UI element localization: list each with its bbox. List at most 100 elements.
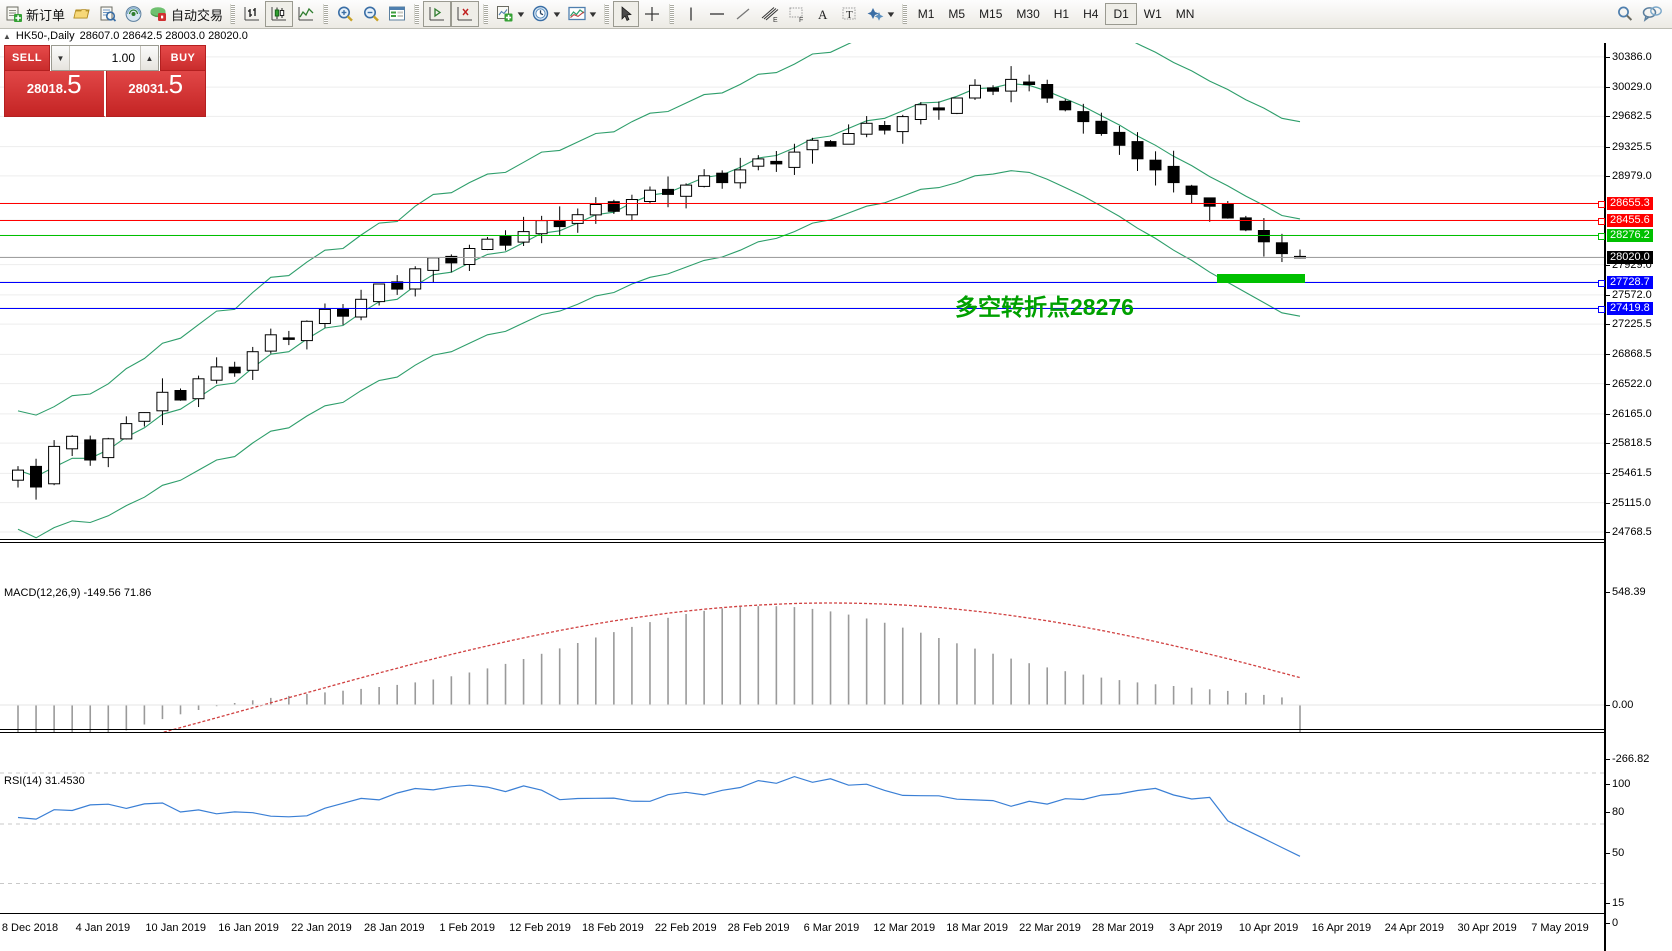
collapse-triangle-icon[interactable]: ▲ bbox=[3, 31, 11, 41]
svg-text:A: A bbox=[818, 7, 828, 22]
price-chart-canvas[interactable] bbox=[0, 43, 1604, 542]
new-order-label: 新订单 bbox=[26, 7, 66, 23]
folder-icon-button[interactable] bbox=[68, 1, 94, 27]
price-axis[interactable]: 30386.0 30029.0 29682.5 29325.5 28979.0 28655… bbox=[1604, 43, 1672, 951]
add-indicator-icon bbox=[497, 6, 513, 22]
rsi-pane[interactable] bbox=[0, 735, 1604, 913]
level-line-handle[interactable] bbox=[1598, 279, 1605, 287]
level-line-handle[interactable] bbox=[1598, 218, 1605, 226]
volume-stepper[interactable]: ▼ 1.00 ▲ bbox=[51, 45, 159, 71]
level-line-support-5[interactable] bbox=[0, 305, 1605, 313]
price-tick: 26522.0 bbox=[1606, 378, 1652, 390]
trendline-button[interactable] bbox=[730, 1, 756, 27]
bar-chart-button[interactable] bbox=[239, 1, 265, 27]
auto-trading-button[interactable]: 自动交易 bbox=[146, 1, 226, 27]
templates-button[interactable]: ▼ bbox=[564, 1, 600, 27]
date-tick: 30 Apr 2019 bbox=[1457, 922, 1517, 934]
toolbar-separator bbox=[230, 4, 236, 24]
date-tick: 12 Mar 2019 bbox=[873, 922, 936, 934]
sell-button[interactable]: SELL bbox=[4, 45, 50, 71]
price-pane[interactable] bbox=[0, 43, 1604, 542]
svg-text:E: E bbox=[773, 17, 778, 23]
vertical-line-button[interactable] bbox=[678, 1, 704, 27]
shapes-icon bbox=[867, 8, 884, 21]
toolbar-separator-5 bbox=[603, 4, 609, 24]
line-chart-button[interactable] bbox=[293, 1, 319, 27]
level-line-handle[interactable] bbox=[1598, 233, 1605, 241]
chart-shift-button[interactable] bbox=[423, 1, 452, 27]
macd-tick: 548.39 bbox=[1606, 587, 1646, 598]
date-tick: 10 Jan 2019 bbox=[145, 922, 206, 934]
hline-icon bbox=[709, 13, 724, 15]
chevron-down-icon-2[interactable]: ▼ bbox=[551, 9, 563, 19]
cursor-icon bbox=[621, 6, 632, 21]
add-indicator-button[interactable]: ▼ bbox=[492, 1, 528, 27]
zoom-out-button[interactable] bbox=[358, 1, 384, 27]
chat-icon bbox=[1642, 6, 1662, 22]
text-label-button[interactable]: F bbox=[784, 1, 810, 27]
level-line-handle[interactable] bbox=[1598, 201, 1605, 209]
line-chart-icon bbox=[298, 7, 314, 21]
buy-button[interactable]: BUY bbox=[160, 45, 206, 71]
timeframe-m15[interactable]: M15 bbox=[979, 7, 1003, 21]
macd-canvas[interactable] bbox=[0, 545, 1604, 732]
level-line-bid-3[interactable] bbox=[0, 256, 1604, 258]
timeframe-m30[interactable]: M30 bbox=[1016, 7, 1040, 21]
rsi-canvas[interactable] bbox=[0, 735, 1604, 913]
price-tick: 29325.5 bbox=[1606, 141, 1652, 153]
fibonacci-button[interactable]: E bbox=[756, 1, 784, 27]
volume-decrease-icon[interactable]: ▼ bbox=[52, 46, 70, 70]
one-click-trading-panel: SELL ▼ 1.00 ▲ BUY 28018 . 5 28031 . 5 bbox=[4, 45, 206, 117]
zoom-out-icon bbox=[364, 6, 379, 22]
level-line-resistance-1[interactable] bbox=[0, 218, 1605, 226]
buy-price-separator: . bbox=[164, 80, 169, 97]
price-tick: 25115.0 bbox=[1606, 497, 1651, 509]
timeframe-h4[interactable]: H4 bbox=[1083, 7, 1099, 21]
search-button[interactable] bbox=[1612, 1, 1638, 27]
price-flag-bid: 28020.0 bbox=[1607, 250, 1653, 264]
price-flag-support: 27728.7 bbox=[1607, 275, 1653, 289]
timeframe-m5[interactable]: M5 bbox=[948, 7, 966, 21]
text-button[interactable]: A bbox=[810, 1, 836, 27]
toolbar-separator-4 bbox=[483, 4, 489, 24]
level-line-support-4[interactable] bbox=[0, 279, 1605, 287]
crosshair-button[interactable] bbox=[639, 1, 665, 27]
date-axis[interactable]: 8 Dec 2018 4 Jan 2019 10 Jan 2019 16 Jan 20… bbox=[0, 913, 1604, 951]
trade-panel-prices: 28018 . 5 28031 . 5 bbox=[4, 71, 206, 117]
new-order-icon bbox=[6, 6, 22, 22]
sell-price-block[interactable]: 28018 . 5 bbox=[4, 71, 106, 117]
timeframe-m1[interactable]: M1 bbox=[917, 7, 935, 21]
shapes-button[interactable]: ▼ bbox=[862, 1, 898, 27]
trade-panel-top-row: SELL ▼ 1.00 ▲ BUY bbox=[4, 45, 206, 71]
timeframe-w1[interactable]: W1 bbox=[1143, 7, 1162, 21]
buy-price-block[interactable]: 28031 . 5 bbox=[105, 71, 206, 117]
chart-area[interactable]: 多空转折点28276 MACD(12,26,9) -149.56 71.86 R… bbox=[0, 43, 1672, 951]
chevron-down-icon-4[interactable]: ▼ bbox=[885, 9, 897, 19]
volume-increase-icon[interactable]: ▲ bbox=[140, 46, 158, 70]
chat-button[interactable] bbox=[1638, 1, 1666, 27]
volume-value[interactable]: 1.00 bbox=[111, 51, 135, 65]
macd-pane[interactable] bbox=[0, 545, 1604, 732]
zoom-in-button[interactable] bbox=[332, 1, 358, 27]
data-window-button[interactable] bbox=[384, 1, 410, 27]
timeframe-h1[interactable]: H1 bbox=[1053, 7, 1070, 21]
level-line-resistance-0[interactable] bbox=[0, 201, 1605, 209]
timeframe-d1[interactable]: D1 bbox=[1105, 3, 1137, 25]
print-preview-button[interactable] bbox=[94, 1, 120, 27]
horizontal-line-button[interactable] bbox=[704, 1, 730, 27]
period-button[interactable]: ▼ bbox=[528, 1, 564, 27]
level-line-pivot-2[interactable] bbox=[0, 233, 1605, 241]
timeframe-mn[interactable]: MN bbox=[1175, 7, 1195, 21]
text-icon: A bbox=[818, 7, 828, 22]
toolbar-separator-2 bbox=[323, 4, 329, 24]
price-tick: 26165.0 bbox=[1606, 408, 1652, 420]
auto-scroll-button[interactable] bbox=[451, 1, 480, 27]
cursor-button[interactable] bbox=[612, 1, 639, 27]
chevron-down-icon[interactable]: ▼ bbox=[515, 9, 527, 19]
level-line-handle[interactable] bbox=[1598, 305, 1605, 313]
new-order-button[interactable]: 新订单 bbox=[2, 1, 68, 27]
signal-button[interactable] bbox=[120, 1, 146, 27]
candlestick-chart-button[interactable] bbox=[265, 1, 294, 27]
chevron-down-icon-3[interactable]: ▼ bbox=[587, 9, 599, 19]
text-object-button[interactable]: T bbox=[836, 1, 862, 27]
